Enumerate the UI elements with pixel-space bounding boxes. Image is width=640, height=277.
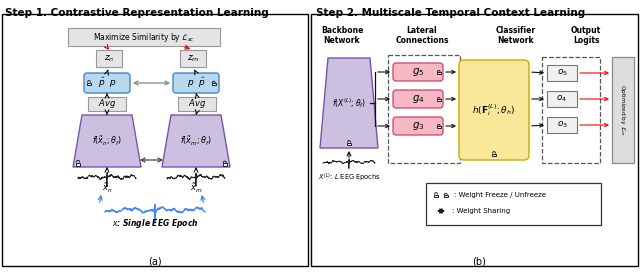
- Text: $g_5$: $g_5$: [412, 66, 424, 78]
- Text: $X^{(L)}$: $L$ EEG Epochs: $X^{(L)}$: $L$ EEG Epochs: [317, 172, 380, 184]
- Bar: [542, 57, 600, 163]
- Bar: [348, 143, 351, 145]
- Text: : Weight Sharing: : Weight Sharing: [452, 208, 510, 214]
- Bar: [437, 72, 440, 74]
- FancyBboxPatch shape: [393, 117, 443, 135]
- Bar: [388, 55, 460, 163]
- Text: Lateral
Connections: Lateral Connections: [396, 26, 449, 45]
- Text: : Weight Freeze / Unfreeze: : Weight Freeze / Unfreeze: [454, 192, 546, 198]
- Bar: [437, 99, 440, 101]
- Bar: [435, 195, 438, 198]
- Bar: [223, 163, 227, 166]
- FancyBboxPatch shape: [393, 90, 443, 108]
- Polygon shape: [162, 115, 230, 167]
- Bar: [492, 154, 496, 157]
- Text: Maximize Similarity by $\mathcal{L}_{sc}$: Maximize Similarity by $\mathcal{L}_{sc}…: [93, 30, 195, 43]
- Bar: [212, 83, 216, 86]
- Polygon shape: [320, 58, 378, 148]
- Text: $f(\tilde{x}_n;\theta_f)$: $f(\tilde{x}_n;\theta_f)$: [92, 134, 122, 148]
- Bar: [178, 97, 216, 111]
- Bar: [88, 97, 126, 111]
- Text: (b): (b): [472, 256, 486, 266]
- Text: $z_n$: $z_n$: [104, 53, 114, 64]
- FancyBboxPatch shape: [459, 60, 529, 160]
- FancyBboxPatch shape: [84, 73, 130, 93]
- Bar: [311, 14, 638, 266]
- Text: $\mathit{Avg}$: $\mathit{Avg}$: [188, 98, 206, 111]
- Text: Optimized by $\mathcal{L}_{ce}$: Optimized by $\mathcal{L}_{ce}$: [618, 84, 627, 136]
- Text: Classifier
Network: Classifier Network: [496, 26, 536, 45]
- Polygon shape: [73, 115, 141, 167]
- Text: $p$  $\hat{p}$: $p$ $\hat{p}$: [187, 76, 205, 90]
- Text: $f(\tilde{x}_m;\theta_f)$: $f(\tilde{x}_m;\theta_f)$: [180, 134, 212, 148]
- Bar: [180, 50, 206, 67]
- Bar: [426, 183, 601, 225]
- Text: $f(X^{(L)};\theta_f)$: $f(X^{(L)};\theta_f)$: [332, 96, 366, 110]
- Bar: [444, 195, 448, 198]
- Text: $o_3$: $o_3$: [557, 120, 568, 130]
- Text: $\tilde{x}_n$: $\tilde{x}_n$: [102, 181, 112, 194]
- Text: $\tilde{x}_m$: $\tilde{x}_m$: [189, 181, 202, 194]
- Text: $\hat{p}$  $p$: $\hat{p}$ $p$: [98, 76, 116, 90]
- Text: $g_3$: $g_3$: [412, 120, 424, 132]
- Bar: [437, 126, 440, 128]
- Bar: [2, 14, 308, 266]
- Bar: [68, 28, 220, 46]
- Bar: [87, 83, 91, 86]
- Text: Step 2. Multiscale Temporal Context Learning: Step 2. Multiscale Temporal Context Lear…: [316, 8, 585, 18]
- FancyBboxPatch shape: [173, 73, 219, 93]
- Text: $o_4$: $o_4$: [556, 94, 568, 104]
- Bar: [612, 57, 634, 163]
- Bar: [547, 117, 577, 133]
- Text: Step 1. Contrastive Representation Learning: Step 1. Contrastive Representation Learn…: [5, 8, 269, 18]
- Text: $x$: Single EEG Epoch: $x$: Single EEG Epoch: [112, 217, 198, 230]
- Text: $z_m$: $z_m$: [187, 53, 199, 64]
- Text: $h(\mathbf{F}_i^{(L)};\theta_h)$: $h(\mathbf{F}_i^{(L)};\theta_h)$: [472, 102, 516, 118]
- Text: Output
Logits: Output Logits: [571, 26, 601, 45]
- Text: Backbone
Network: Backbone Network: [321, 26, 363, 45]
- Bar: [547, 65, 577, 81]
- Text: $g_4$: $g_4$: [412, 93, 424, 105]
- Text: (a): (a): [148, 256, 162, 266]
- Text: $\mathit{Avg}$: $\mathit{Avg}$: [98, 98, 116, 111]
- Text: $o_5$: $o_5$: [557, 68, 568, 78]
- Bar: [76, 163, 80, 166]
- Bar: [96, 50, 122, 67]
- FancyBboxPatch shape: [393, 63, 443, 81]
- Bar: [547, 91, 577, 107]
